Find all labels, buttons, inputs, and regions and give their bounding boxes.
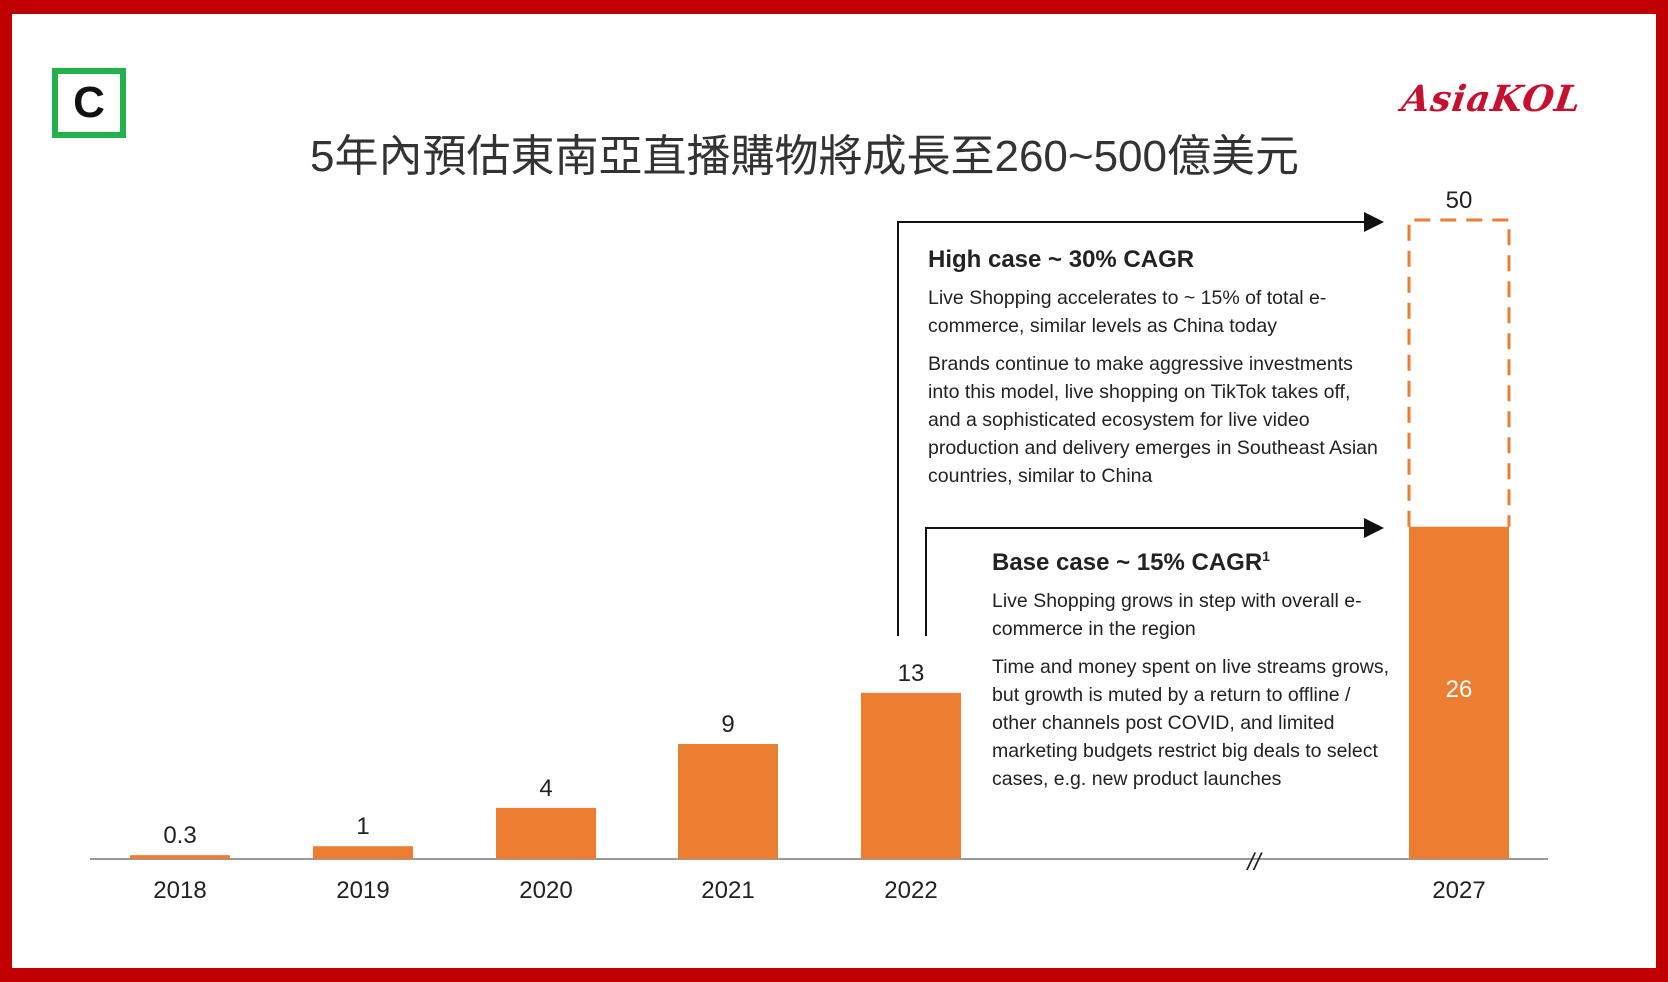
value-label-high-case: 50: [1446, 187, 1473, 214]
x-tick-2020: 2020: [519, 877, 572, 904]
chart-title: 5年內預估東南亞直播購物將成長至260~500億美元: [310, 132, 1299, 181]
value-label-2021: 9: [721, 711, 734, 738]
value-label-2022: 13: [898, 660, 925, 687]
high-case-arrow: [897, 212, 1384, 636]
bar-2018: [130, 855, 230, 859]
base-case-arrow: [925, 518, 1384, 636]
value-label-2019: 1: [356, 813, 369, 840]
bar-2022: [861, 692, 961, 859]
x-tick-2022: 2022: [884, 877, 937, 904]
high-case-title: High case ~ 30% CAGR: [928, 246, 1195, 273]
x-tick-2021: 2021: [701, 877, 754, 904]
base-case-text-1: Live Shopping grows in step with overall…: [992, 590, 1362, 640]
bar-2027: [1409, 526, 1509, 859]
base-case-title-row: Base case ~ 15% CAGR1: [992, 548, 1392, 577]
base-case-annotation: Base case ~ 15% CAGR1 Live Shopping grow…: [992, 548, 1392, 803]
high-case-text-1: Live Shopping accelerates to ~ 15% of to…: [928, 287, 1327, 337]
bar-2021: [678, 743, 778, 859]
x-tick-2018: 2018: [153, 877, 206, 904]
section-badge: C: [52, 68, 126, 138]
base-case-title: Base case ~ 15% CAGR: [992, 549, 1263, 576]
projection-bar-high-case: [1407, 218, 1511, 527]
value-label-2018: 0.3: [163, 822, 196, 849]
badge-letter: C: [73, 78, 105, 127]
bar-2019: [313, 846, 413, 859]
high-case-text-2: Brands continue to make aggressive inves…: [928, 353, 1378, 487]
value-label-2020: 4: [539, 775, 552, 802]
axis-break-mark: //: [1245, 849, 1263, 876]
base-case-text-2: Time and money spent on live streams gro…: [992, 656, 1390, 790]
x-tick-2019: 2019: [336, 877, 389, 904]
high-case-annotation: High case ~ 30% CAGR Live Shopping accel…: [928, 246, 1388, 500]
base-case-footnote: 1: [1262, 548, 1270, 564]
value-label-2027: 26: [1446, 676, 1473, 703]
bar-2020: [496, 807, 596, 859]
slide-frame: [12, 14, 1656, 968]
x-tick-2027: 2027: [1432, 877, 1485, 904]
